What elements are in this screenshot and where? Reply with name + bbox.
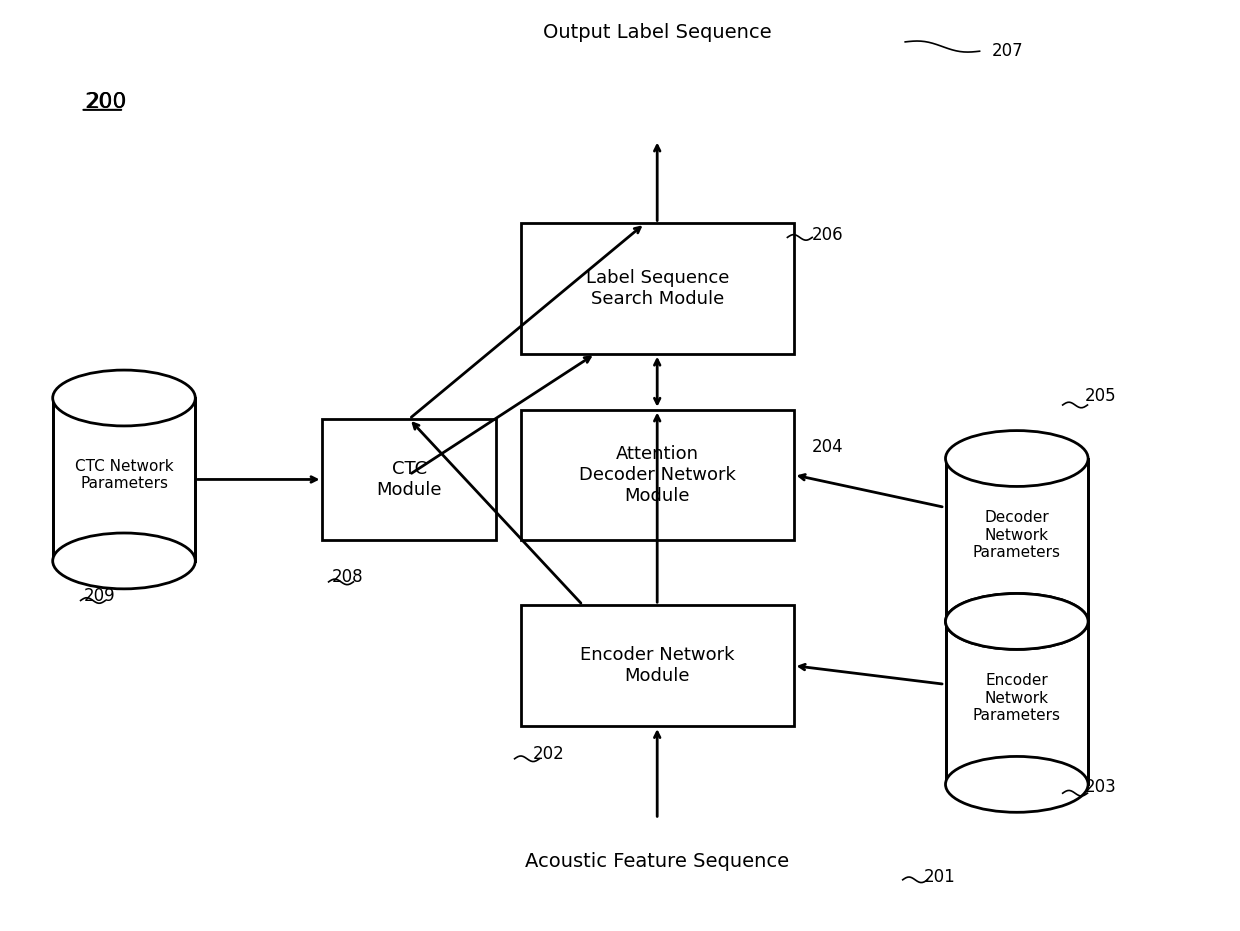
Text: 208: 208 bbox=[331, 568, 363, 587]
Text: Encoder Network
Module: Encoder Network Module bbox=[580, 646, 734, 685]
Text: 207: 207 bbox=[992, 42, 1024, 61]
Text: Encoder
Network
Parameters: Encoder Network Parameters bbox=[973, 673, 1060, 723]
Text: CTC Network
Parameters: CTC Network Parameters bbox=[74, 459, 174, 491]
Text: Acoustic Feature Sequence: Acoustic Feature Sequence bbox=[525, 852, 790, 870]
Text: 205: 205 bbox=[1085, 386, 1117, 405]
FancyBboxPatch shape bbox=[521, 410, 794, 540]
Text: 200: 200 bbox=[84, 92, 126, 112]
Bar bbox=[52, 398, 196, 560]
Ellipse shape bbox=[945, 756, 1089, 812]
Text: Label Sequence
Search Module: Label Sequence Search Module bbox=[585, 269, 729, 308]
Ellipse shape bbox=[945, 594, 1089, 650]
Text: 200: 200 bbox=[87, 92, 126, 112]
FancyBboxPatch shape bbox=[521, 605, 794, 726]
Ellipse shape bbox=[52, 533, 196, 589]
Text: CTC
Module: CTC Module bbox=[377, 460, 441, 499]
Ellipse shape bbox=[945, 594, 1089, 650]
Text: Decoder
Network
Parameters: Decoder Network Parameters bbox=[973, 510, 1060, 560]
Text: Output Label Sequence: Output Label Sequence bbox=[543, 23, 771, 42]
Ellipse shape bbox=[52, 370, 196, 425]
Text: 209: 209 bbox=[83, 587, 115, 605]
FancyBboxPatch shape bbox=[521, 223, 794, 354]
Text: 206: 206 bbox=[812, 225, 844, 244]
Text: 203: 203 bbox=[1085, 777, 1117, 796]
Text: 202: 202 bbox=[533, 745, 565, 763]
Bar bbox=[945, 458, 1089, 622]
FancyBboxPatch shape bbox=[322, 419, 496, 540]
Text: 201: 201 bbox=[924, 868, 956, 886]
Bar bbox=[945, 622, 1089, 784]
Text: Attention
Decoder Network
Module: Attention Decoder Network Module bbox=[579, 445, 735, 505]
Text: 204: 204 bbox=[812, 438, 844, 456]
Ellipse shape bbox=[945, 430, 1089, 486]
